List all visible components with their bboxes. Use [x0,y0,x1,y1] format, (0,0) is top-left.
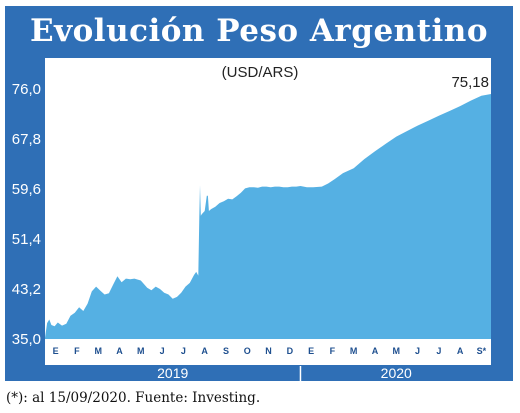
price-area [45,94,491,339]
x-axis-band [45,339,491,365]
month-tick-label: A [372,346,379,356]
month-tick-label: M [393,346,401,356]
month-tick-label: E [53,346,59,356]
month-tick-label: M [137,346,145,356]
y-tick-label: 51,4 [12,231,41,248]
month-tick-label: J [436,346,441,356]
y-tick-label: 76,0 [12,81,41,98]
month-tick-label: F [330,346,336,356]
month-tick-label: F [74,346,80,356]
year-label: 2020 [381,365,412,381]
month-tick-label: N [265,346,272,356]
month-tick-label: J [181,346,186,356]
month-tick-label: M [350,346,358,356]
month-tick-label: A [201,346,208,356]
chart-title: Evolución Peso Argentino [29,13,489,49]
unit-label: (USD/ARS) [221,64,299,81]
y-tick-label: 59,6 [12,181,41,198]
month-tick-label: D [287,346,294,356]
y-tick-label: 43,2 [12,281,41,298]
month-tick-label: J [415,346,420,356]
month-tick-label: A [457,346,464,356]
month-tick-label: A [116,346,123,356]
month-tick-label: S* [477,346,487,356]
footnote: (*): al 15/09/2020. Fuente: Investing. [6,390,261,406]
month-tick-label: O [244,346,251,356]
month-tick-label: J [160,346,165,356]
y-tick-label: 67,8 [12,131,41,148]
last-value-label: 75,18 [451,74,489,91]
year-label: 2019 [157,365,188,381]
month-tick-label: S [223,346,229,356]
month-tick-label: M [94,346,102,356]
month-tick-label: E [308,346,314,356]
y-tick-label: 35,0 [12,331,41,348]
